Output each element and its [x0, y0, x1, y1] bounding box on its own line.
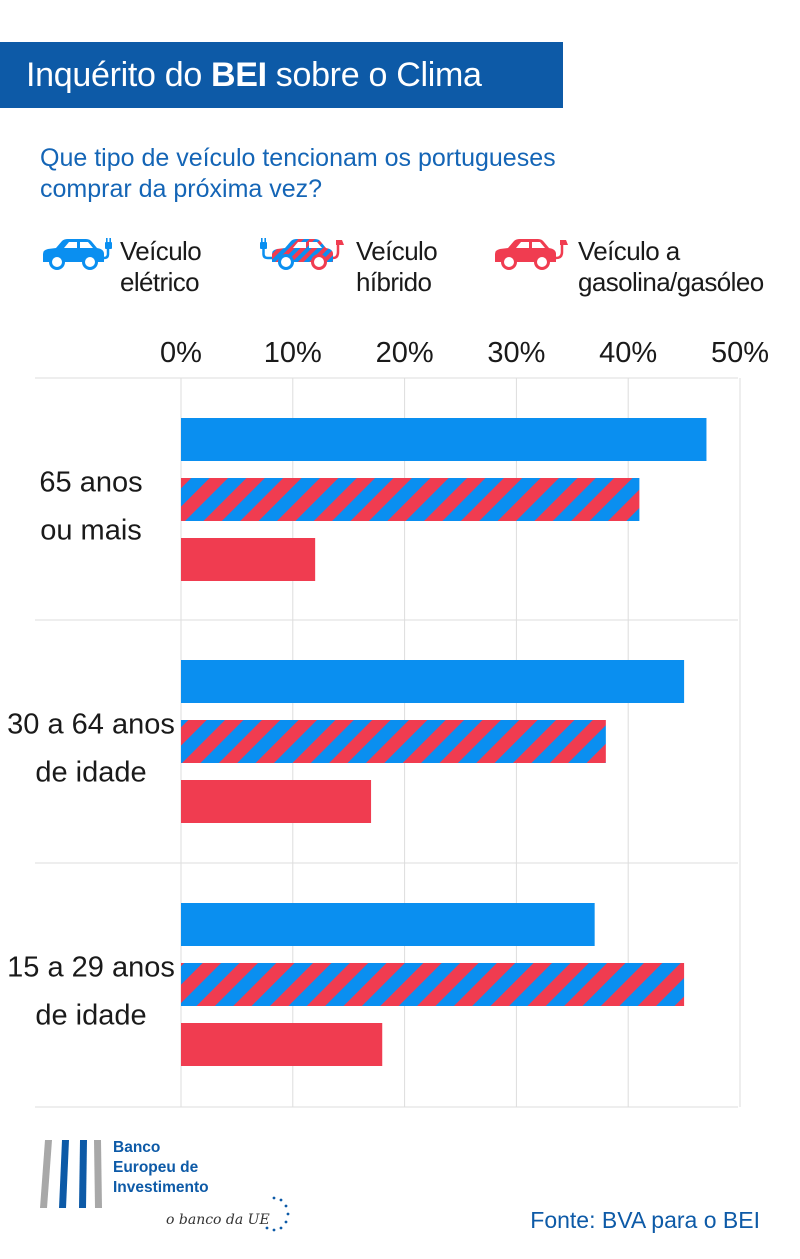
category-label-line2: ou mais	[40, 515, 142, 547]
source-note: Fonte: BVA para o BEI	[530, 1207, 760, 1233]
legend-electric: Veículo elétrico	[40, 236, 202, 298]
chart-question: Que tipo de veículo tencionam os portugu…	[40, 143, 760, 205]
bar	[181, 720, 606, 763]
bank-name: Banco Europeu de Investimento	[113, 1138, 209, 1198]
legend-petrol-line1: Veículo a	[578, 236, 680, 266]
title-bold: BEI	[210, 55, 267, 94]
question-line2: comprar da próxima vez?	[40, 175, 323, 203]
x-tick-label: 40%	[599, 337, 657, 369]
x-tick-label: 50%	[711, 337, 769, 369]
tagline: o banco da UE	[166, 1212, 270, 1228]
bar	[181, 538, 316, 581]
legend-petrol: Veículo a gasolina/gasóleo	[492, 236, 764, 298]
bank-name-line1: Banco	[113, 1139, 161, 1156]
bar	[181, 780, 372, 823]
x-tick-label: 30%	[487, 337, 545, 369]
question-line1: Que tipo de veículo tencionam os portugu…	[40, 144, 556, 172]
bar	[181, 478, 640, 521]
page-title: Inquérito do BEI sobre o Clima	[0, 42, 563, 108]
x-tick-label: 10%	[264, 337, 322, 369]
bar	[181, 1023, 383, 1066]
x-tick-label: 0%	[160, 337, 202, 369]
electric-car-icon	[43, 238, 112, 270]
category-label-line1: 30 a 64 anos	[7, 709, 175, 741]
bar	[181, 963, 685, 1006]
bar	[181, 660, 685, 703]
bar	[181, 418, 707, 461]
legend-electric-line2: elétrico	[120, 267, 200, 297]
category-label-line2: de idade	[35, 757, 146, 789]
title-part2: sobre o Clima	[275, 55, 482, 94]
legend-electric-line1: Veículo	[120, 236, 202, 266]
category-label-line1: 65 anos	[39, 467, 142, 499]
legend-electric-label: Veículo elétrico	[120, 236, 202, 298]
legend-hybrid-label: Veículo híbrido	[356, 236, 438, 298]
category-label-line1: 15 a 29 anos	[7, 952, 175, 984]
legend-hybrid-line2: híbrido	[356, 267, 432, 297]
legend-hybrid-line1: Veículo	[356, 236, 438, 266]
x-tick-label: 20%	[376, 337, 434, 369]
bei-logo-icon	[40, 1140, 102, 1208]
bank-name-line3: Investimento	[113, 1179, 209, 1196]
hybrid-car-icon	[260, 238, 344, 270]
legend-petrol-line2: gasolina/gasóleo	[578, 267, 764, 297]
bank-name-line2: Europeu de	[113, 1159, 199, 1176]
bar-chart: 0% 10% 20% 30% 40% 50% 65 anos ou mais 30 a 64 …	[7, 337, 769, 1108]
legend-hybrid: Veículo híbrido	[256, 236, 438, 298]
title-part1: Inquérito do	[26, 55, 202, 94]
eu-stars-icon	[265, 1196, 290, 1232]
legend-petrol-label: Veículo a gasolina/gasóleo	[578, 236, 764, 298]
bar	[181, 903, 595, 946]
petrol-car-icon	[495, 239, 568, 270]
category-label-line2: de idade	[35, 1000, 146, 1032]
